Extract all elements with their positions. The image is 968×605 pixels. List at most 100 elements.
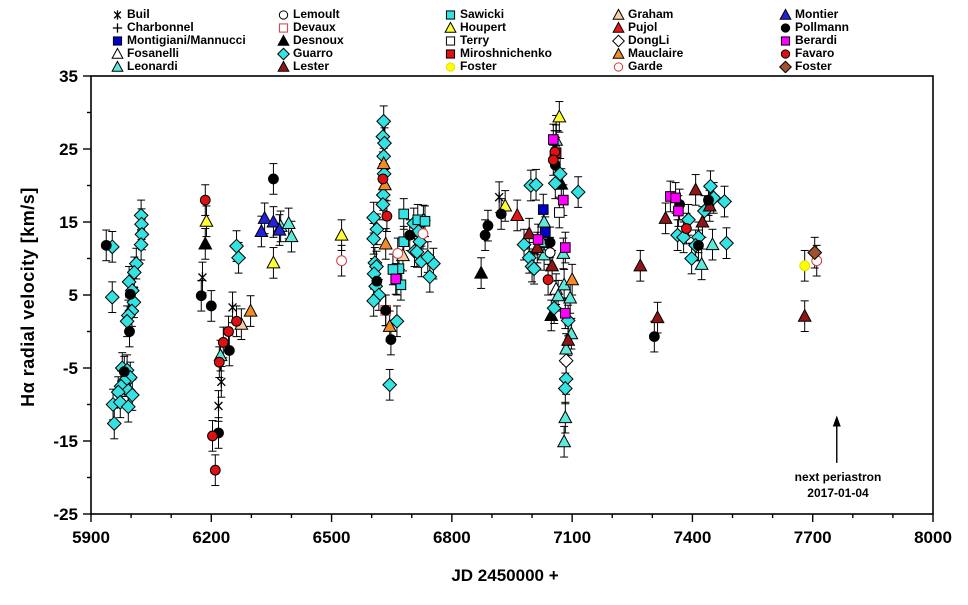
x-axis: 5900 6200 6500 6800 7100 7400 7700 8000 <box>72 514 952 547</box>
legend-label: Foster <box>460 59 497 73</box>
data-point-marker <box>705 236 720 251</box>
data-point-marker <box>390 273 402 285</box>
legend-label: Berardi <box>795 33 838 47</box>
y-tick-label: 25 <box>59 140 78 159</box>
data-point-marker <box>560 307 571 319</box>
circle-icon <box>278 9 289 20</box>
data-point-marker <box>118 366 130 378</box>
legend-label: Desnoux <box>293 33 344 47</box>
legend-label: Fosanelli <box>127 46 180 60</box>
data-point-marker <box>558 194 569 206</box>
data-point-marker <box>544 247 556 259</box>
data-point-marker <box>694 256 709 270</box>
data-point-marker <box>126 264 142 280</box>
circle-icon <box>613 61 624 72</box>
asterisk-icon <box>113 9 122 20</box>
data-point-marker <box>376 113 392 129</box>
data-point-marker <box>550 288 566 302</box>
data-point-marker <box>420 249 436 265</box>
legend-item-berardi: Berardi <box>779 33 837 47</box>
data-point-marker <box>530 239 545 254</box>
y-axis: 35 25 15 5 -5 -15 -25 <box>53 67 91 524</box>
diamond-icon <box>779 60 792 73</box>
data-point-marker <box>536 214 552 228</box>
diamond-icon <box>612 34 625 47</box>
data-point-marker <box>205 300 217 312</box>
data-point-marker <box>277 33 290 46</box>
series-mauclaire <box>243 155 580 332</box>
data-point-marker <box>445 9 456 20</box>
series-pollmann <box>100 159 714 439</box>
data-point-marker <box>494 191 504 203</box>
legend-label: Lester <box>293 59 330 73</box>
legend-item-charbonnel: Charbonnel <box>111 20 194 34</box>
data-point-marker <box>522 226 537 240</box>
data-point-marker <box>404 229 416 241</box>
data-point-marker <box>124 288 136 300</box>
data-point-marker <box>124 326 135 337</box>
data-point-marker <box>613 61 624 72</box>
legend-label: Montigiani/Mannucci <box>127 33 246 47</box>
data-point-marker <box>532 234 544 245</box>
data-point-marker <box>547 154 559 166</box>
series-graham <box>234 247 411 330</box>
x-tick-label: 7700 <box>794 528 832 547</box>
data-point-marker <box>695 214 710 228</box>
legend-item-fosanelli: Fosanelli <box>111 46 179 60</box>
data-point-marker <box>650 309 665 324</box>
data-point-marker <box>381 210 393 222</box>
data-point-marker <box>382 318 397 332</box>
circle-icon <box>780 48 791 59</box>
series-dongli <box>558 353 574 369</box>
data-point-marker <box>780 35 791 46</box>
series-foster <box>807 245 823 261</box>
data-point-marker <box>272 222 287 236</box>
data-point-marker <box>120 399 136 415</box>
square-icon <box>445 35 456 46</box>
data-point-marker <box>554 207 565 218</box>
triangle-icon <box>277 59 290 72</box>
x-axis-title: JD 2450000 + <box>451 566 559 585</box>
legend-label: Foster <box>795 59 832 73</box>
data-point-marker <box>560 332 576 346</box>
legend-label: Miroshnichenko <box>460 46 553 60</box>
data-point-marker <box>547 134 559 145</box>
data-point-marker <box>797 308 812 322</box>
data-point-marker <box>558 409 573 424</box>
data-point-marker <box>278 22 289 33</box>
data-point-marker <box>482 220 494 232</box>
annotation-line-1: next periastron <box>794 470 882 484</box>
data-point-marker <box>780 48 791 59</box>
data-point-marker <box>124 387 140 403</box>
data-point-marker <box>537 204 549 215</box>
legend-label: DongLi <box>628 33 670 47</box>
annotation-line-2: 2017-01-04 <box>807 486 869 500</box>
legend-label: Graham <box>628 7 674 21</box>
legend-item-lemoult: Lemoult <box>277 7 340 21</box>
legend-label: Sawicki <box>460 7 505 21</box>
series-berardi <box>390 134 684 319</box>
data-point-marker <box>111 59 124 72</box>
square-icon <box>445 48 456 59</box>
data-point-marker <box>231 315 242 327</box>
series-pujol <box>510 207 525 221</box>
y-axis-title: Hα radial velocity [km/s] <box>18 187 38 407</box>
y-tick-label: -15 <box>53 432 78 451</box>
data-point-marker <box>473 265 489 279</box>
data-point-marker <box>209 464 221 476</box>
data-point-marker <box>556 434 572 448</box>
data-point-marker <box>217 337 229 348</box>
circle-icon <box>780 22 791 33</box>
data-point-marker <box>207 430 218 442</box>
data-point-marker <box>113 9 122 20</box>
data-point-marker <box>799 260 811 272</box>
legend-item-montier: Montier <box>779 7 838 21</box>
data-point-marker <box>542 274 554 286</box>
data-point-marker <box>562 290 578 304</box>
data-point-marker <box>557 380 573 396</box>
data-point-marker <box>199 213 214 227</box>
data-point-marker <box>779 60 792 73</box>
legend-item-buil: Buil <box>111 7 150 21</box>
data-point-marker <box>133 237 149 253</box>
